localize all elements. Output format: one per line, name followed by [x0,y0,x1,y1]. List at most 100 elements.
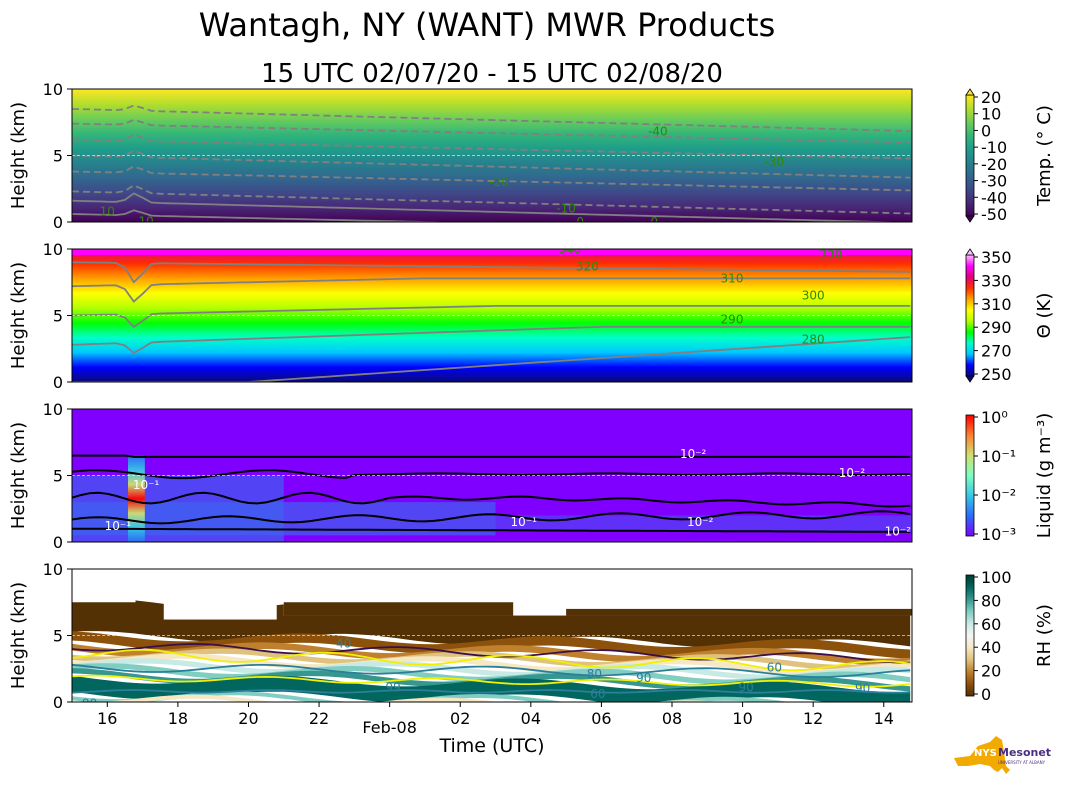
rh-contour-label: 40 [336,636,351,650]
y-tick-label: 0 [53,373,63,392]
x-tick-label: 06 [591,709,611,728]
colorbar-tick-label: 20 [981,88,1001,107]
temperature-contour-line [72,184,911,215]
theta-contour-label: 290 [721,312,744,326]
y-tick-label: 0 [53,533,63,552]
rh-y-axis-label: Height (km) [8,582,29,689]
colorbar-tick-label: 0 [981,685,991,704]
logo-university: UNIVERSITY AT ALBANY [998,760,1046,765]
theta-contour-label: 280 [802,332,825,346]
colorbar-tick-label: 270 [981,342,1012,361]
colorbar-tick-label: -50 [981,205,1007,224]
liquid-contour-label: 10⁻² [885,524,912,538]
theta-contour-line [72,325,911,354]
figure-title: Wantagh, NY (WANT) MWR Products [199,6,775,44]
liquid-contour-line [72,491,911,508]
x-axis-label: Time (UTC) [438,735,544,757]
theta-contour-line [72,261,911,284]
liquid-contour-line [72,510,911,525]
y-tick-label: 5 [53,467,63,486]
colorbar-tick-label: 10⁻² [981,486,1016,505]
colorbar-tick-label: 10⁻¹ [981,447,1016,466]
temperature-contour-line [72,104,911,132]
liquid-contour-line [72,454,911,458]
x-tick-label: 08 [662,709,682,728]
y-tick-label: 5 [53,147,63,166]
logo-mesonet: Mesonet [998,746,1051,759]
liquid-colorbar-label: Liquid (g m⁻³) [1034,413,1055,538]
x-tick-label: 10 [732,709,752,728]
x-axis: 16 18 20 22 Feb-08 02 04 06 08 10 12 14 [97,702,894,737]
colorbar-tick-label: 310 [981,295,1012,314]
y-tick-label: 5 [53,627,63,646]
x-tick-label: 14 [874,709,894,728]
theta-field: 340 320 310 300 290 280 330 [72,242,912,382]
liquid-contour-line [72,527,911,533]
colorbar-tick-label: 0 [981,121,991,140]
x-tick-label: Feb-08 [362,718,416,737]
nys-mesonet-logo: NYS Mesonet UNIVERSITY AT ALBANY [954,736,1051,774]
colorbar-tick-label: -10 [981,138,1007,157]
liquid-field: 10⁻² 10⁻² 10⁻¹ 10⁻¹ 10⁻¹ 10⁻² 10⁻² [72,409,912,542]
rh-contour-label: 90 [82,696,97,710]
theta-contour-label: 320 [576,259,599,273]
theta-contour-label: 340 [558,242,581,256]
rh-field: 40 99 80 90 60 90 60 90 90 [72,569,912,710]
rh-contour-line [72,689,911,694]
liquid-contour-line [72,469,911,480]
temperature-contour-label: -30 [765,155,785,169]
theta-contour-line [72,277,911,303]
rh-contour-line [72,674,911,688]
y-tick-label: 10 [43,400,63,419]
rh-colorbar-label: RH (%) [1034,604,1055,667]
x-tick-label: 16 [97,709,117,728]
theta-contour-label: 330 [819,247,842,261]
x-tick-label: 18 [168,709,188,728]
rh-contour-label: 60 [590,687,605,701]
theta-contour-line [72,305,911,329]
liquid-contour-label: 10⁻² [839,466,866,480]
colorbar-tick-label: 290 [981,318,1012,337]
y-tick-label: 0 [53,693,63,712]
temperature-contour-line [72,165,911,192]
temperature-contour-label: 10 [100,204,115,218]
rh-contour-label: 80 [587,667,602,681]
panel-liquid: 10⁻² 10⁻² 10⁻¹ 10⁻¹ 10⁻¹ 10⁻² 10⁻² 0 5 10 Height (… [8,400,1055,552]
x-tick-label: 22 [309,709,329,728]
colorbar-tick-label: 10⁰ [981,408,1008,427]
colorbar-tick-label: 100 [981,568,1012,587]
temperature-colorbar-label: Temp. (° C) [1034,105,1055,207]
theta-contour-label: 310 [721,271,744,285]
x-tick-label: 02 [450,709,470,728]
rh-contour-line [72,648,911,672]
liquid-contour-label: 10⁻² [680,447,707,461]
temperature-contour-line [72,133,911,160]
temperature-y-axis-label: Height (km) [8,102,29,209]
temperature-contour-line [72,118,911,144]
x-tick-label: 12 [803,709,823,728]
theta-colorbar-label: Θ (K) [1034,293,1055,339]
rh-contour-label: 60 [767,660,782,674]
figure-subtitle: 15 UTC 02/07/20 - 15 UTC 02/08/20 [261,59,723,89]
colorbar-tick-label: -20 [981,155,1007,174]
liquid-contour-label: 10⁻¹ [511,515,538,529]
theta-y-axis-label: Height (km) [8,262,29,369]
x-tick-label: 04 [521,709,541,728]
rh-contour-label: 90 [855,682,870,696]
temperature-contour-label: 0 [651,215,659,229]
colorbar-tick-label: 10 [981,105,1001,124]
colorbar-tick-label: 250 [981,365,1012,384]
logo-nys: NYS [974,748,997,759]
y-tick-label: 10 [43,80,63,99]
rh-contour-label: 90 [636,671,651,685]
y-tick-label: 5 [53,307,63,326]
theta-contour-line [72,336,911,382]
colorbar-tick-label: 40 [981,638,1001,657]
y-tick-label: 0 [53,213,63,232]
colorbar-tick-label: 330 [981,271,1012,290]
liquid-contour-label: 10⁻¹ [105,519,132,533]
